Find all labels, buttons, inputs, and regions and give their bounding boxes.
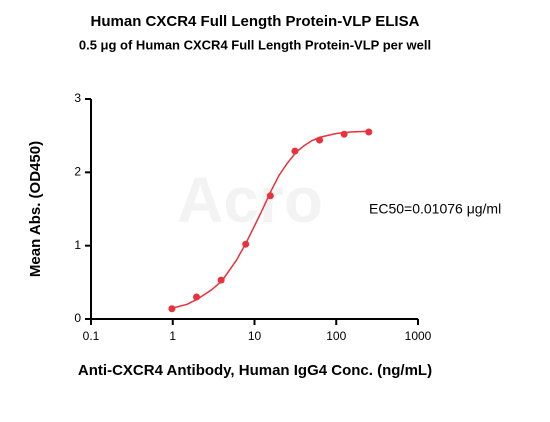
x-tick-label: 10 (248, 329, 262, 343)
x-axis-label: Anti-CXCR4 Antibody, Human IgG4 Conc. (n… (78, 362, 432, 379)
y-axis-label: Mean Abs. (OD450) (27, 141, 44, 277)
data-point (291, 147, 299, 155)
y-tick-label: 0 (74, 311, 81, 325)
data-point (266, 192, 274, 200)
y-tick-label: 3 (74, 91, 81, 105)
annotation: EC50=0.01076 μg/ml (369, 201, 501, 217)
data-point (242, 240, 250, 248)
x-tick-label: 0.1 (83, 329, 100, 343)
data-point (217, 276, 225, 284)
chart-title: Human CXCR4 Full Length Protein-VLP ELIS… (91, 13, 420, 30)
data-point (316, 136, 324, 144)
data-point (193, 293, 201, 301)
x-tick-label: 1 (169, 329, 176, 343)
y-tick-label: 1 (74, 238, 81, 252)
y-tick-label: 2 (74, 165, 81, 179)
x-tick-label: 1000 (405, 329, 432, 343)
watermark: Acro (177, 164, 323, 236)
data-point (168, 305, 176, 313)
x-tick-label: 100 (326, 329, 346, 343)
chart-subtitle: 0.5 μg of Human CXCR4 Full Length Protei… (79, 37, 431, 52)
data-point (340, 130, 348, 138)
data-point (365, 128, 373, 136)
